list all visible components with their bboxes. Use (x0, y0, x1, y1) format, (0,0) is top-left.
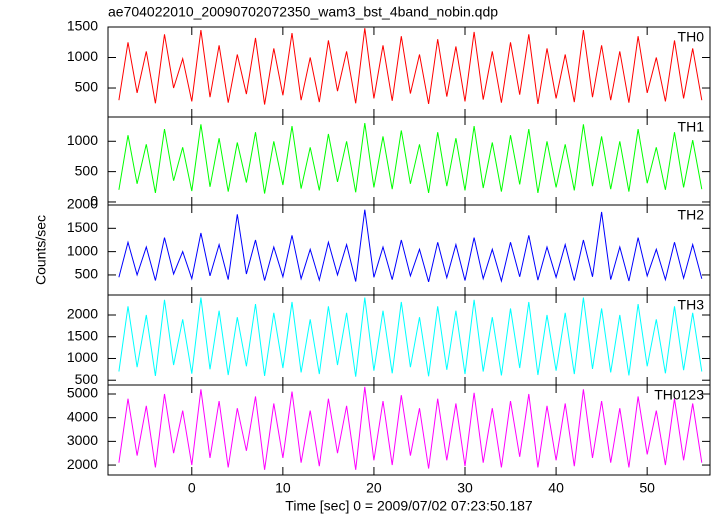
chart-title: ae704022010_20090702072350_wam3_bst_4ban… (108, 4, 498, 20)
y-tick-label: 500 (75, 266, 99, 282)
x-axis-label: Time [sec] 0 = 2009/07/02 07:23:50.187 (285, 498, 533, 514)
panel-label: TH0 (678, 29, 705, 45)
y-tick-label: 500 (75, 79, 99, 95)
y-tick-label: 1500 (67, 327, 98, 343)
panel-label: TH3 (678, 297, 705, 313)
y-tick-label: 3000 (67, 432, 98, 448)
data-line (118, 28, 703, 105)
panel-label: TH2 (678, 207, 705, 223)
y-tick-label: 4000 (67, 408, 98, 424)
panel-label: TH0123 (654, 387, 704, 403)
y-tick-label: 500 (75, 162, 99, 178)
y-tick-label: 0 (90, 193, 98, 209)
panel-label: TH1 (678, 119, 705, 135)
y-tick-label: 5000 (67, 385, 98, 401)
y-tick-label: 1500 (67, 18, 98, 34)
data-line (118, 123, 703, 194)
panel-frame (107, 384, 711, 476)
panel-frame (107, 26, 711, 118)
y-tick-label: 1000 (67, 132, 98, 148)
panel-frame (107, 294, 711, 386)
data-line (118, 386, 703, 470)
y-tick-label: 500 (75, 371, 99, 387)
x-tick-label: 10 (275, 480, 291, 496)
x-tick-label: 50 (639, 480, 655, 496)
y-tick-label: 1500 (67, 219, 98, 235)
y-tick-label: 2000 (67, 456, 98, 472)
data-line (118, 209, 703, 283)
data-line (118, 297, 703, 377)
x-tick-label: 30 (457, 480, 473, 496)
y-tick-label: 1000 (67, 48, 98, 64)
y-axis-label: Counts/sec (33, 215, 49, 285)
x-tick-label: 20 (366, 480, 382, 496)
x-tick-label: 0 (188, 480, 196, 496)
y-tick-label: 1000 (67, 242, 98, 258)
panel-frame (107, 116, 711, 206)
x-tick-label: 40 (548, 480, 564, 496)
y-tick-label: 2000 (67, 196, 98, 212)
y-tick-label: 1000 (67, 349, 98, 365)
y-tick-label: 2000 (67, 306, 98, 322)
panel-frame (107, 204, 711, 296)
